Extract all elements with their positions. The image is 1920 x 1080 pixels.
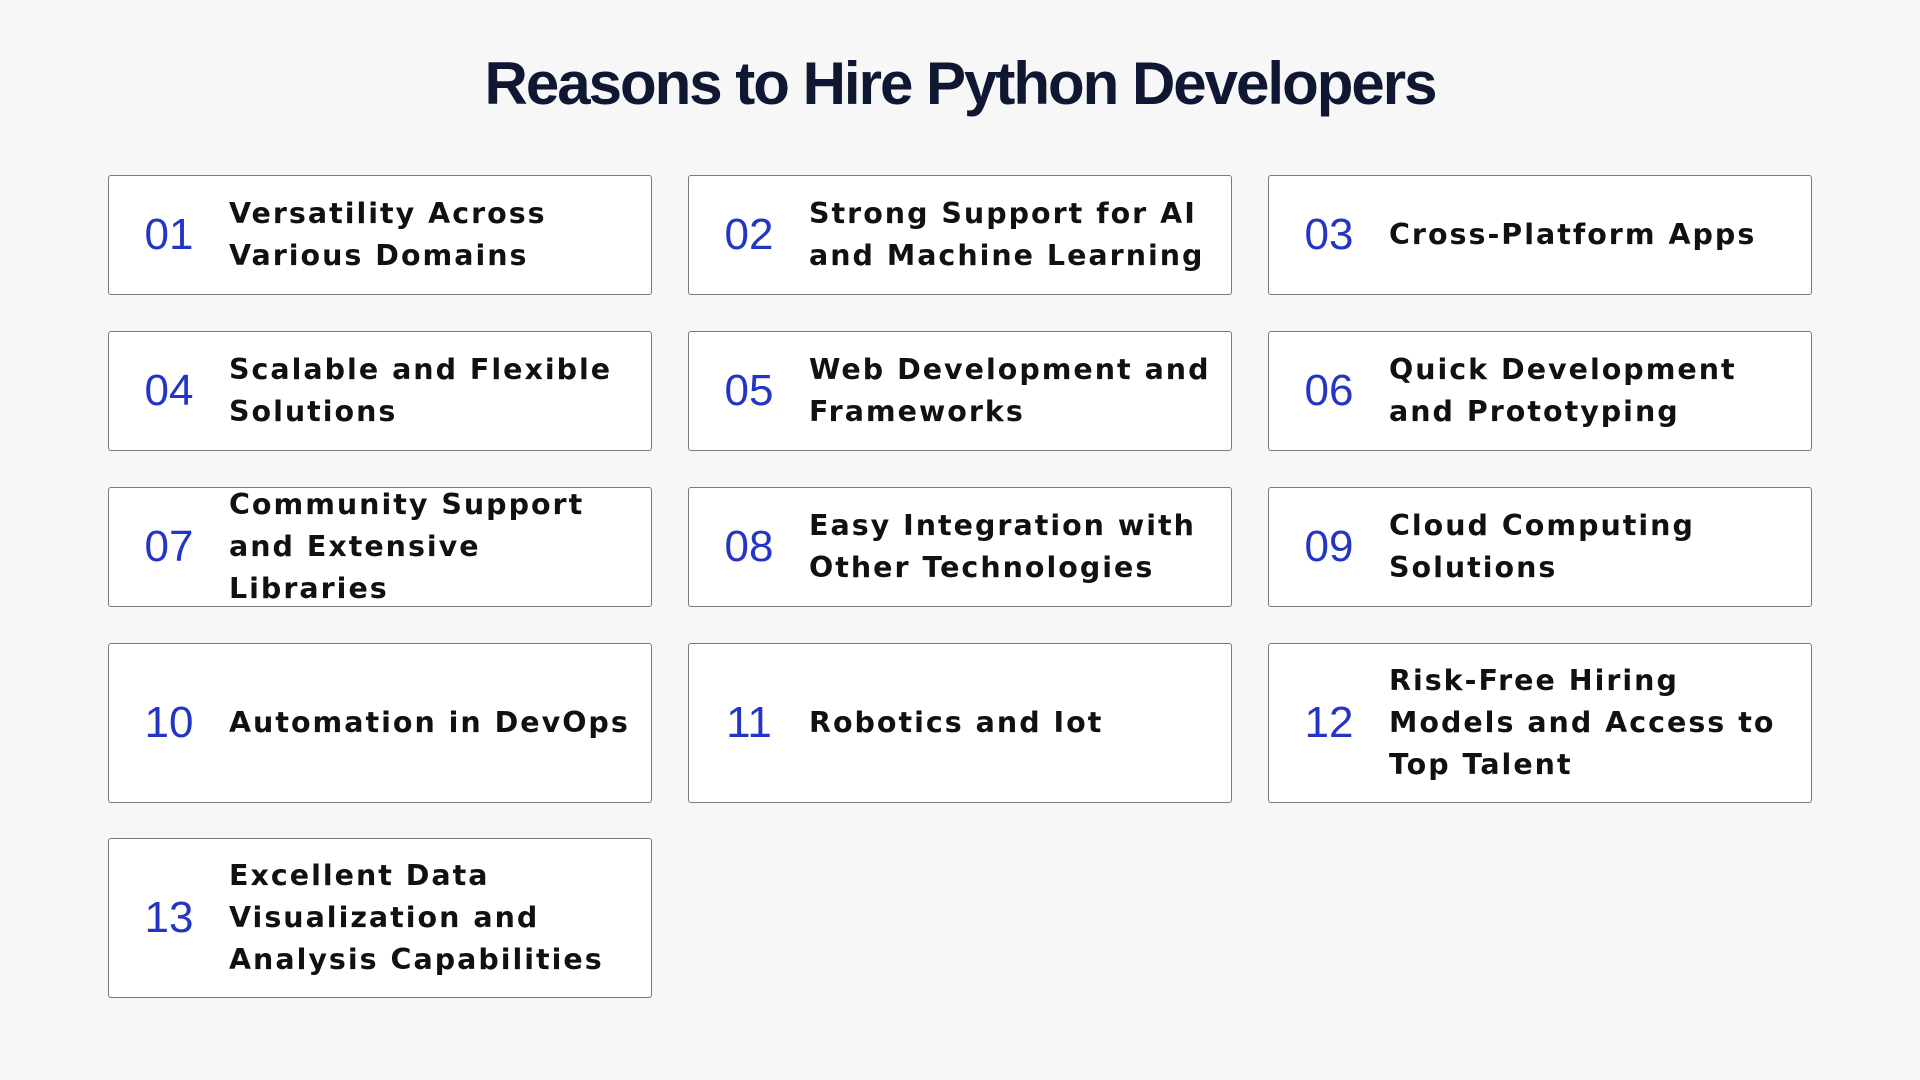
reason-card-09: 09 Cloud Computing Solutions	[1268, 487, 1812, 607]
reason-number: 01	[144, 210, 194, 259]
reason-number: 02	[724, 210, 774, 259]
reason-label: Cloud Computing Solutions	[1389, 509, 1695, 584]
reason-label: Quick Development and Prototyping	[1389, 353, 1737, 428]
reason-number: 11	[726, 698, 772, 747]
reason-number: 13	[144, 893, 194, 942]
reason-label: Cross-Platform Apps	[1389, 218, 1757, 251]
reason-label: Risk-Free Hiring Models and Access to To…	[1389, 664, 1776, 781]
reason-card-01: 01 Versatility Across Various Domains	[108, 175, 652, 295]
reason-label: Versatility Across Various Domains	[229, 197, 547, 272]
reason-number: 10	[144, 698, 194, 747]
reason-label: Scalable and Flexible Solutions	[229, 353, 613, 428]
reason-label: Easy Integration with Other Technologies	[809, 509, 1196, 584]
reason-card-11: 11 Robotics and Iot	[688, 643, 1232, 803]
reason-card-06: 06 Quick Development and Prototyping	[1268, 331, 1812, 451]
reason-card-04: 04 Scalable and Flexible Solutions	[108, 331, 652, 451]
reason-number: 12	[1304, 698, 1354, 747]
reason-label: Automation in DevOps	[229, 706, 630, 739]
reason-card-08: 08 Easy Integration with Other Technolog…	[688, 487, 1232, 607]
reason-card-03: 03 Cross-Platform Apps	[1268, 175, 1812, 295]
reason-card-12: 12 Risk-Free Hiring Models and Access to…	[1268, 643, 1812, 803]
reason-number: 03	[1304, 210, 1354, 259]
reason-number: 08	[724, 522, 774, 571]
reason-card-02: 02 Strong Support for AI and Machine Lea…	[688, 175, 1232, 295]
reason-label: Community Support and Extensive Librarie…	[229, 488, 585, 605]
reason-card-10: 10 Automation in DevOps	[108, 643, 652, 803]
reason-number: 09	[1304, 522, 1354, 571]
reason-card-05: 05 Web Development and Frameworks	[688, 331, 1232, 451]
reason-card-13: 13 Excellent Data Visualization and Anal…	[108, 838, 652, 998]
reason-number: 05	[724, 366, 774, 415]
reason-number: 04	[144, 366, 194, 415]
reason-label: Robotics and Iot	[809, 706, 1104, 739]
reason-label: Strong Support for AI and Machine Learni…	[809, 197, 1205, 272]
reason-label: Excellent Data Visualization and Analysi…	[229, 859, 604, 976]
reason-label: Web Development and Frameworks	[809, 353, 1211, 428]
page-title: Reasons to Hire Python Developers	[484, 50, 1438, 117]
reason-number: 07	[144, 522, 194, 571]
reason-card-07: 07 Community Support and Extensive Libra…	[108, 487, 652, 607]
reason-number: 06	[1304, 366, 1354, 415]
